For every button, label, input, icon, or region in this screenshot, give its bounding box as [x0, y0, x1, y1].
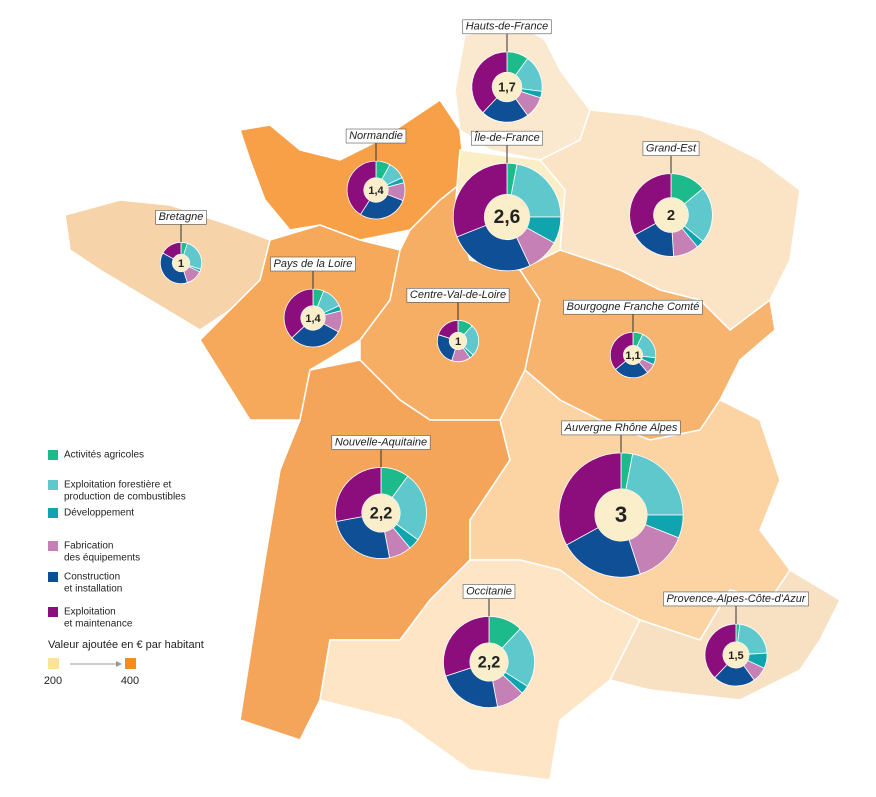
region-donut: 1,1 Bourgogne Franche Comté [563, 299, 703, 379]
region-name: Hauts-de-France [466, 21, 549, 33]
region-donut: 2,2 Occitanie [443, 584, 535, 708]
legend-label: Développement [64, 508, 134, 519]
region-donut: 2,6 Île-de-France [452, 130, 562, 272]
donut-center [449, 332, 467, 350]
region-name: Pays de la Loire [274, 258, 353, 270]
legend-swatch [48, 572, 58, 582]
legend-swatch [48, 508, 58, 518]
legend-label: Activités agricoles [64, 450, 144, 461]
donut-center [300, 305, 326, 331]
label-box [270, 256, 356, 272]
scale-label: 400 [121, 675, 139, 687]
label-box [642, 141, 700, 156]
region-value: 2 [667, 208, 675, 224]
legend-label: Construction [64, 572, 120, 583]
donut-center [594, 488, 648, 542]
label-box [155, 210, 207, 225]
region-value: 2,6 [494, 207, 521, 228]
label-box [561, 420, 681, 436]
donut-center [623, 345, 643, 365]
region-donut: 2,2 Nouvelle-Aquitaine [331, 435, 431, 559]
region-value: 1,4 [368, 185, 384, 197]
region-name: Provence-Alpes-Côte-d'Azur [666, 593, 806, 605]
region-donut: 1,4 Normandie [345, 128, 407, 220]
label-box [406, 287, 510, 303]
legend-swatch [48, 480, 58, 490]
legend-label: Exploitation forestière et [64, 480, 172, 491]
legend-label: et installation [64, 584, 122, 595]
region-donut: 2 Grand-Est [629, 141, 713, 257]
region-value: 1,7 [498, 80, 515, 94]
donut-center [484, 194, 530, 240]
region-donut: 3 Auvergne Rhône Alpes [558, 420, 684, 578]
region-name: Île-de-France [474, 131, 539, 144]
donuts: 1,7 Hauts-de-France 1,4 Normandie 2,6 Île-de-… [155, 19, 809, 708]
legend-label: Exploitation [64, 607, 116, 618]
region-name: Normandie [349, 130, 403, 142]
scale-title: Valeur ajoutée en € par habitant [48, 639, 204, 651]
label-box [462, 19, 552, 35]
region-name: Grand-Est [646, 143, 697, 155]
legend-label: et maintenance [64, 619, 133, 630]
scale-arrow-head [116, 661, 122, 667]
scale-swatch [125, 658, 136, 669]
legend-label: Fabrication [64, 541, 113, 552]
legend-swatch [48, 541, 58, 551]
label-box [345, 128, 407, 144]
region-value: 1,1 [625, 350, 640, 362]
legend-swatch [48, 607, 58, 617]
label-box [462, 584, 516, 599]
region-name: Nouvelle-Aquitaine [335, 436, 427, 448]
region-name: Bretagne [159, 211, 204, 223]
region-value: 3 [615, 502, 627, 527]
region-value: 1,4 [305, 313, 321, 325]
label-box [470, 130, 544, 146]
legend-label: des équipements [64, 553, 140, 564]
region-name: Occitanie [466, 585, 512, 597]
legend: Valeur ajoutée en € par habitant Activit… [44, 450, 204, 687]
donut-center [722, 641, 750, 669]
scale-swatch [48, 658, 59, 669]
region-donut: 1 Bretagne [155, 210, 207, 285]
region-donut: 1,4 Pays de la Loire [270, 256, 356, 348]
region-donut: 1,7 Hauts-de-France [462, 19, 552, 123]
region-name: Bourgogne Franche Comté [567, 301, 700, 313]
scale-label: 200 [44, 675, 62, 687]
region-value: 1,5 [728, 650, 743, 662]
region-name: Centre-Val-de-Loire [410, 289, 506, 301]
label-box [331, 435, 431, 450]
region-name: Auvergne Rhône Alpes [564, 422, 678, 434]
label-box [663, 591, 809, 607]
legend-label: production de combustibles [64, 492, 186, 503]
label-box [563, 299, 703, 315]
region-value: 1 [455, 336, 461, 348]
region-value: 1 [178, 258, 184, 270]
region-donut: 1 Centre-Val-de-Loire [406, 287, 510, 363]
donut-center [653, 197, 689, 233]
legend-swatch [48, 450, 58, 460]
donut-center [363, 177, 389, 203]
region-donut: 1,5 Provence-Alpes-Côte-d'Azur [663, 591, 809, 687]
region-value: 2,2 [370, 504, 393, 522]
donut-center [172, 254, 190, 272]
donut-center [469, 642, 509, 682]
donut-center [361, 493, 401, 533]
donut-center [492, 72, 522, 102]
region-value: 2,2 [478, 653, 501, 671]
